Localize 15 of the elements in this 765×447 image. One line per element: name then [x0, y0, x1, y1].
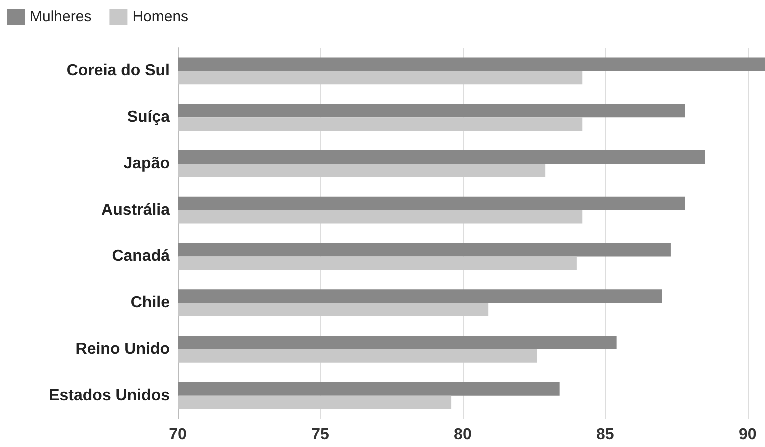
- y-tick-label: Coreia do Sul: [66, 62, 170, 80]
- legend-label: Mulheres: [30, 8, 92, 26]
- y-tick-label: Suíça: [127, 109, 170, 126]
- y-tick-label: Japão: [124, 155, 170, 172]
- y-tick-label: Estados Unidos: [49, 387, 170, 404]
- x-tick-label: 75: [312, 426, 330, 444]
- y-tick-label: Reino Unido: [76, 340, 170, 358]
- x-tick-label: 70: [169, 426, 187, 444]
- x-tick-label: 85: [596, 426, 614, 444]
- x-tick-label: 90: [739, 426, 757, 444]
- y-tick-label: Chile: [130, 294, 170, 312]
- legend-label: Homens: [132, 8, 189, 26]
- y-tick-label: Canadá: [112, 248, 170, 266]
- x-tick-label: 80: [454, 426, 472, 444]
- y-tick-label: Austrália: [102, 202, 170, 219]
